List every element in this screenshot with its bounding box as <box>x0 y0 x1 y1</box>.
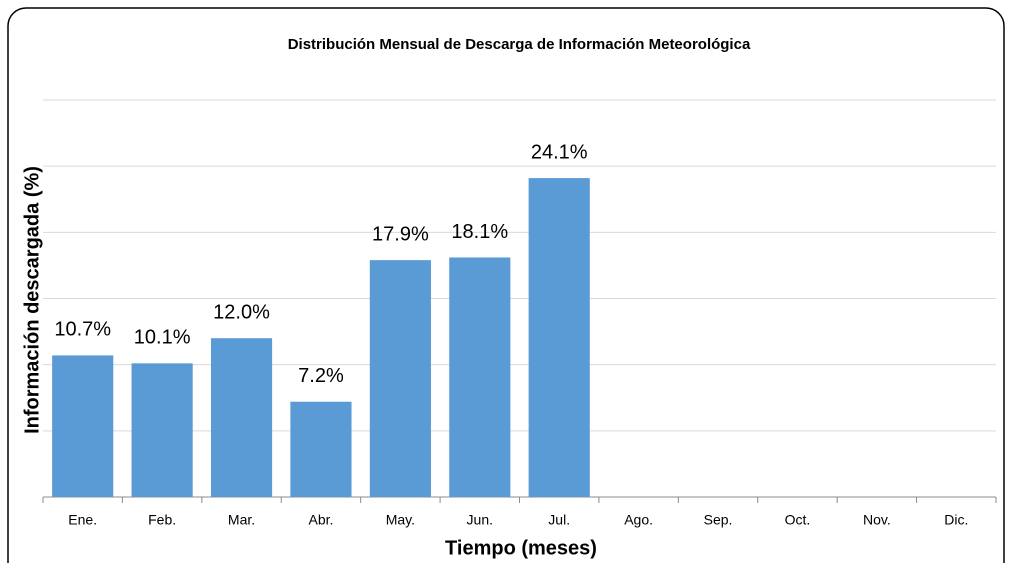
data-label: 18.1% <box>451 221 508 243</box>
x-tick-label: Feb. <box>148 512 176 528</box>
bar <box>131 363 193 497</box>
y-axis-label: Información descargada (%) <box>21 166 43 434</box>
chart-title: Distribución Mensual de Descarga de Info… <box>288 36 751 53</box>
bar <box>528 178 590 497</box>
bar <box>369 260 431 497</box>
x-tick-label: Jul. <box>548 512 570 528</box>
x-tick-label: Jun. <box>467 512 493 528</box>
x-axis-label: Tiempo (meses) <box>445 537 597 559</box>
x-tick-label: Mar. <box>228 512 255 528</box>
data-label: 10.1% <box>134 327 191 349</box>
x-tick-label: Oct. <box>785 512 811 528</box>
bar <box>52 355 114 497</box>
data-label: 17.9% <box>372 223 429 245</box>
x-tick-label: Abr. <box>309 512 334 528</box>
x-tick-label: Dic. <box>944 512 968 528</box>
data-label: 10.7% <box>54 319 111 341</box>
x-tick-label: Nov. <box>863 512 891 528</box>
bar <box>290 401 352 497</box>
x-tick-label: Ene. <box>68 512 97 528</box>
data-label: 7.2% <box>298 365 344 387</box>
bar <box>210 338 273 497</box>
data-label: 12.0% <box>213 301 270 323</box>
bar <box>449 257 511 497</box>
x-tick-label: Ago. <box>624 512 653 528</box>
x-tick-label: Sep. <box>704 512 733 528</box>
x-tick-label: May. <box>386 512 415 528</box>
data-label: 24.1% <box>531 141 588 163</box>
